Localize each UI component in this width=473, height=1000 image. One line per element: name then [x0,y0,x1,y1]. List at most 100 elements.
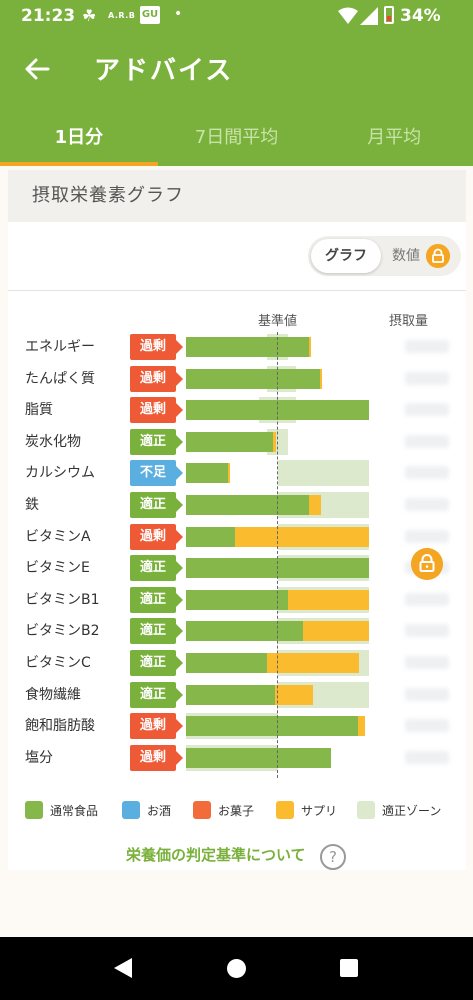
bar-segment-supplement [272,432,276,452]
battery-percent: 34% [400,6,441,26]
nutrient-row: ビタミンC 適正 [8,648,466,678]
status-badge: 適正 [130,429,183,455]
page-title: アドバイス [94,56,234,86]
nutrient-row: 塩分 過剰 [8,743,466,773]
nutrient-row: 飽和脂肪酸 過剰 [8,711,466,741]
bar-track [186,366,369,392]
intake-value-blurred [405,435,449,448]
intake-value-blurred [405,719,449,732]
card-heading: 摂取栄養素グラフ [8,170,466,222]
intake-value-blurred [405,751,449,764]
intake-value-blurred [405,372,449,385]
tab-monthly-average[interactable]: 月平均 [367,127,422,148]
intake-value-blurred [405,656,449,669]
value-view-button[interactable]: 数値 [392,248,420,264]
nutrient-name: ビタミンB1 [25,592,100,608]
status-badge: 過剰 [130,524,183,550]
bar-track [186,682,369,708]
status-badge: 適正 [130,492,183,518]
intake-value-blurred [405,688,449,701]
intake-value-blurred [405,403,449,416]
legend: 通常食品 お酒 お菓子 サプリ 適正ゾーン [8,798,466,822]
bar-segment-normal-food [186,432,273,452]
nav-back-icon[interactable] [113,957,133,979]
bar-segment-supplement [308,495,321,515]
nutrient-row: ビタミンE 適正 [8,553,466,583]
nutrient-name: 塩分 [25,750,53,766]
nutrient-row: 鉄 適正 [8,490,466,520]
nav-recents-icon[interactable] [340,959,358,977]
bar-segment-normal-food [186,621,304,641]
nav-home-icon[interactable] [227,959,246,978]
legend-swatch [276,801,294,819]
bar-segment-normal-food [186,685,275,705]
bar-segment-supplement [267,653,359,673]
reference-line [277,332,278,778]
nutrient-row: たんぱく質 過剰 [8,364,466,394]
help-icon[interactable]: ? [320,844,346,870]
bar-segment-supplement [228,463,230,483]
tab-one-day[interactable]: 1日分 [0,116,158,166]
nutrient-row: 炭水化物 適正 [8,427,466,457]
bar-track [186,650,369,676]
status-badge: 過剰 [130,745,183,771]
intake-column-header: 摂取量 [389,314,429,329]
legend-label: 適正ゾーン [382,804,442,818]
status-badge: 適正 [130,618,183,644]
nutrient-name: ビタミンE [25,560,90,576]
intake-value-blurred [405,466,449,479]
bar-segment-supplement [308,337,312,357]
tab-seven-day-average[interactable]: 7日間平均 [194,127,279,148]
system-nav-bar [0,937,473,1000]
battery-icon [384,6,394,24]
graph-view-button[interactable]: グラフ [311,239,381,273]
carrier-badge: A.R.B [108,11,136,20]
nutrient-graph-card: 摂取栄養素グラフ グラフ 数値 基準値 摂取量 エネルギー 過剰 たんぱく質 過剰 脂質… [8,170,466,870]
status-badge: 適正 [130,587,183,613]
bar-segment-supplement [235,527,369,547]
wifi-icon [338,7,358,24]
status-time: 21:23 [21,6,76,26]
bar-segment-supplement [288,590,369,610]
legend-swatch [193,801,211,819]
status-bar: 21:23 ☘ A.R.B GU • 34% [0,0,473,32]
status-badge: 不足 [130,460,183,486]
bar-segment-normal-food [186,653,268,673]
bar-segment-normal-food [186,337,309,357]
period-tabs: 1日分 7日間平均 月平均 [0,116,473,166]
legend-swatch [25,801,43,819]
signal-icon [360,7,378,25]
bar-segment-supplement [358,716,366,736]
nutrient-name: 鉄 [25,497,39,513]
nutrient-name: 脂質 [25,402,53,418]
bar-segment-normal-food [186,590,289,610]
nutrient-name: 飽和脂肪酸 [25,718,95,734]
bar-track [186,460,369,486]
legend-label: お菓子 [218,804,255,818]
intake-value-blurred [405,340,449,353]
nutrient-name: ビタミンC [25,655,91,671]
status-badge: 過剰 [130,397,183,423]
back-arrow-icon[interactable] [22,54,52,84]
notification-dot-icon: • [174,6,183,22]
intake-value-blurred [405,498,449,511]
bar-track [186,618,369,644]
lock-icon[interactable] [411,548,443,580]
intake-value-blurred [405,530,449,543]
nutrient-row: ビタミンB2 適正 [8,616,466,646]
status-badge: 適正 [130,682,183,708]
lock-icon [426,244,450,268]
criteria-link[interactable]: 栄養価の判定基準について [126,846,306,864]
reference-column-header: 基準値 [258,314,298,329]
legend-swatch [357,801,375,819]
bar-segment-supplement [274,685,314,705]
person-notification-icon: ☘ [82,6,97,25]
view-toggle[interactable]: グラフ 数値 [308,236,461,276]
bar-track [186,713,369,739]
legend-label: 通常食品 [50,804,99,818]
nutrient-row: ビタミンA 過剰 [8,522,466,552]
bar-segment-normal-food [186,716,359,736]
nutrient-name: 炭水化物 [25,434,81,450]
divider [8,290,466,291]
